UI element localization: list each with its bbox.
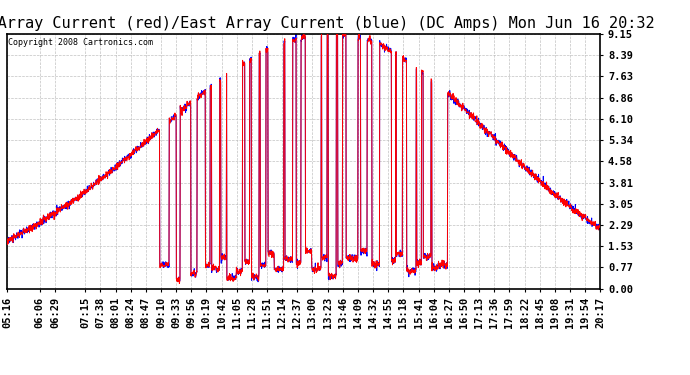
Title: West Array Current (red)/East Array Current (blue) (DC Amps) Mon Jun 16 20:32: West Array Current (red)/East Array Curr… — [0, 16, 655, 31]
Text: Copyright 2008 Cartronics.com: Copyright 2008 Cartronics.com — [8, 38, 153, 46]
